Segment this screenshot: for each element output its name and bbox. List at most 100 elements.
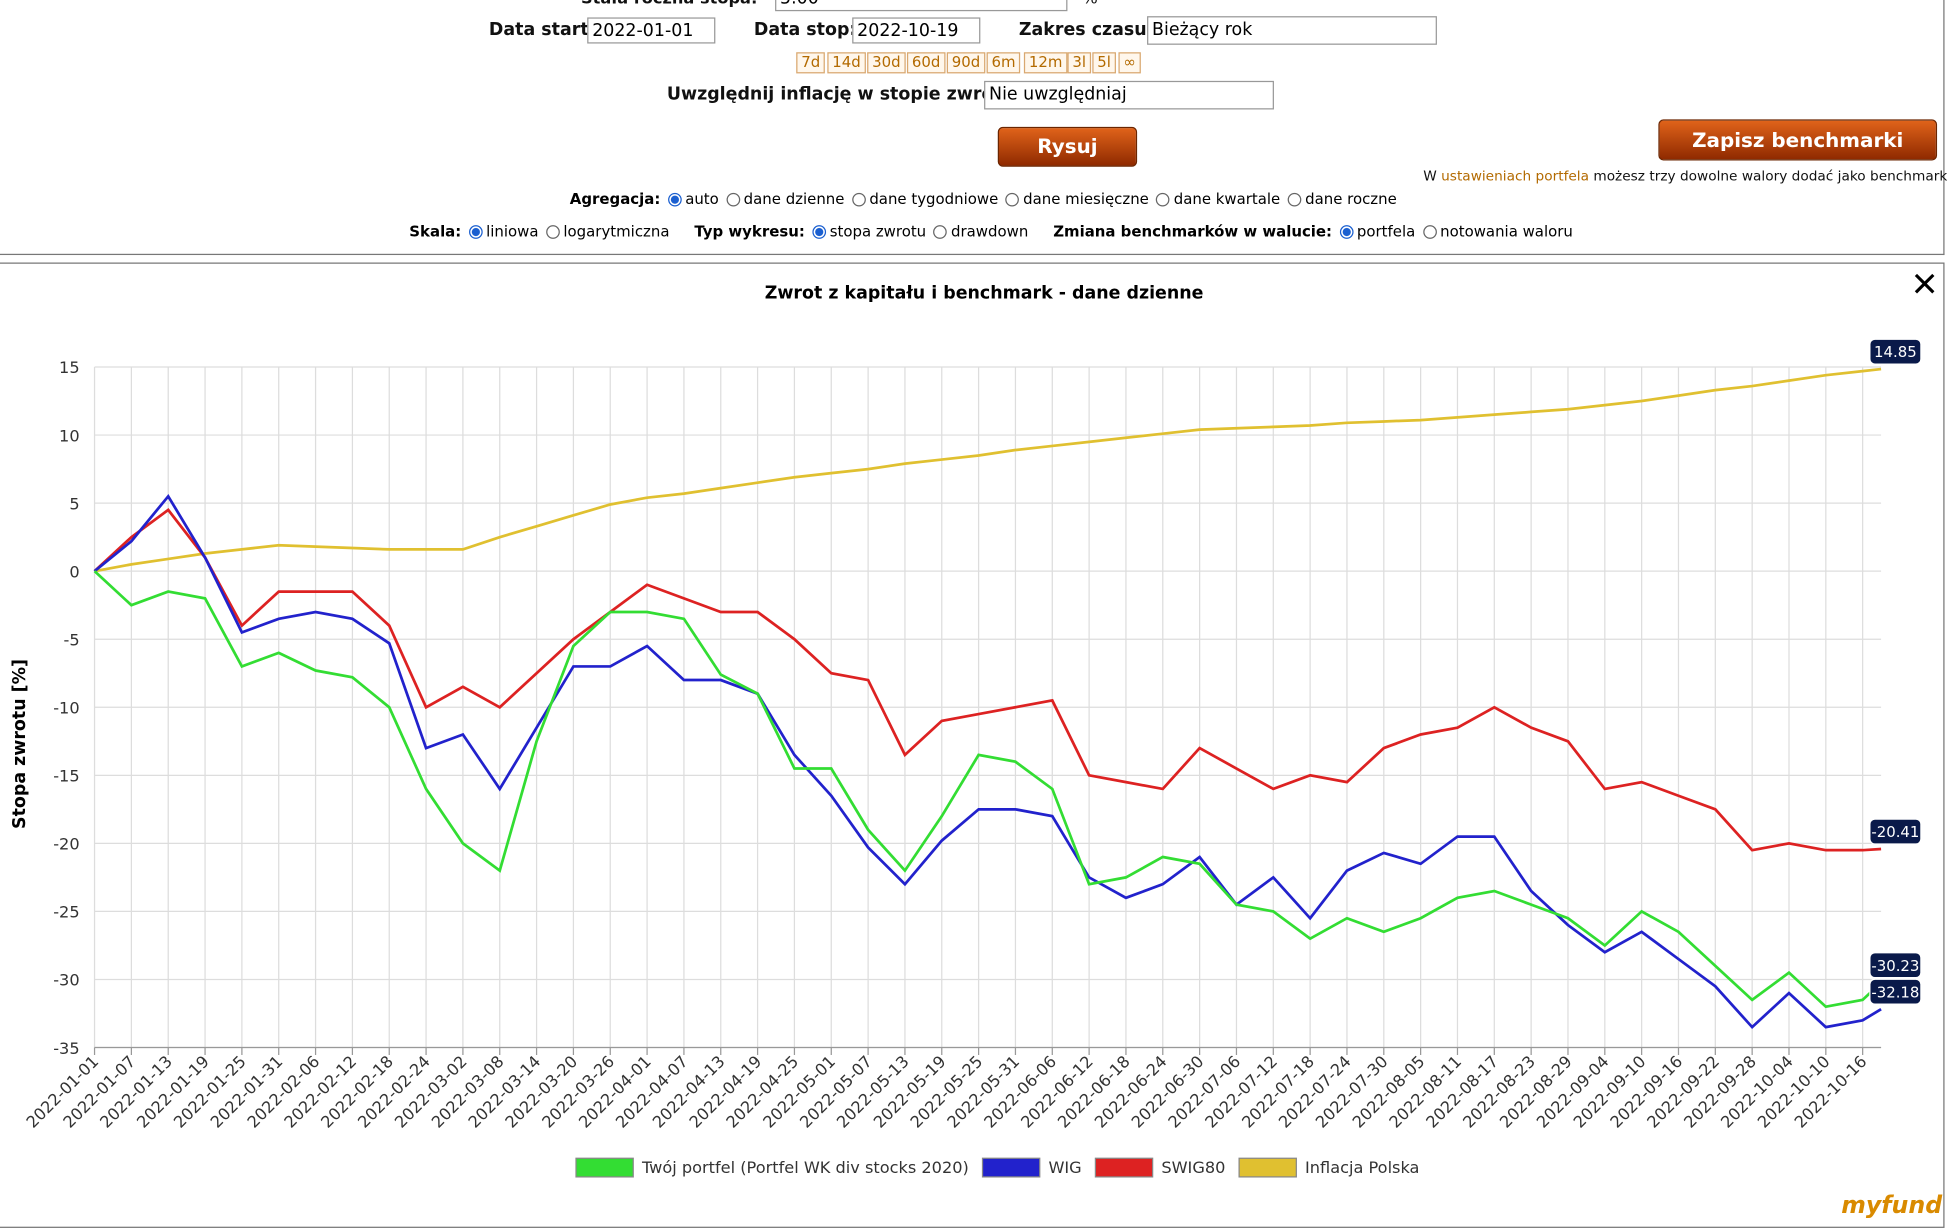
radio-group: Zmiana benchmarków w walucie: portfela not… (1053, 223, 1573, 240)
y-tick-label: -20 (53, 835, 79, 854)
note: W ustawieniach portfela możesz trzy dowo… (1423, 168, 1947, 184)
y-tick-label: -5 (64, 630, 80, 649)
start-label: Data start: (488, 19, 596, 40)
radio-label[interactable]: auto (685, 190, 719, 208)
radio-label[interactable]: dane roczne (1305, 190, 1397, 208)
quick-button[interactable]: 90d (946, 52, 986, 74)
y-tick-label: 0 (69, 562, 79, 581)
quick-button[interactable]: 7d (796, 52, 826, 74)
radio[interactable] (933, 225, 948, 239)
range-select[interactable]: Bieżący rok (1147, 16, 1437, 45)
series-line (93, 570, 1883, 1009)
radio[interactable] (812, 225, 826, 239)
radio[interactable] (1422, 225, 1437, 239)
y-axis-title: Stopa zwrotu [%] (10, 659, 30, 829)
y-tick-label: 5 (69, 494, 79, 513)
radio-label[interactable]: drawdown (951, 222, 1029, 241)
legend-swatch (981, 1157, 1041, 1178)
chart-title: Zwrot z kapitału i benchmark - dane dzie… (765, 284, 1204, 304)
group-label: Skala: (409, 222, 462, 241)
legend-label: Inflacja Polska (1305, 1158, 1419, 1177)
fixed-rate-unit: % (1082, 0, 1097, 9)
radio[interactable] (1005, 192, 1020, 207)
end-label: -32.18 (1871, 983, 1919, 1001)
y-tick-label: -15 (53, 767, 79, 786)
stop-input[interactable]: 2022-10-19 (852, 17, 981, 44)
aggregation-row: Agregacja: auto dane dzienne dane tygodniow… (570, 190, 1397, 207)
end-label-box (1869, 952, 1922, 979)
legend-label: SWIG80 (1161, 1158, 1225, 1177)
inflation-select[interactable]: Nie uwzględniaj (984, 80, 1274, 110)
radio-label[interactable]: dane kwartale (1173, 190, 1281, 208)
radio-label[interactable]: stopa zwrotu (829, 222, 927, 241)
range-label: Zakres czasu: (1018, 19, 1154, 40)
quick-button[interactable]: 5l (1092, 52, 1116, 74)
end-label-box (1869, 338, 1922, 365)
form-panel (0, 0, 1945, 256)
note-text: W (1423, 167, 1442, 185)
radio[interactable] (726, 192, 740, 207)
legend-swatch (1094, 1157, 1154, 1178)
quick-button[interactable]: 30d (867, 52, 906, 74)
y-tick-label: 15 (59, 358, 80, 377)
end-label-box (1869, 978, 1922, 1005)
y-tick-label: -35 (53, 1039, 79, 1058)
radio-label[interactable]: notowania waloru (1440, 222, 1573, 241)
radio-label[interactable]: dane dzienne (743, 190, 845, 208)
draw-button[interactable]: Rysuj (997, 126, 1138, 167)
quick-button[interactable]: ∞ (1118, 52, 1141, 74)
expand-icon[interactable] (1914, 273, 1935, 294)
series-line (94, 367, 1882, 573)
end-label: -20.41 (1871, 823, 1919, 841)
radio[interactable] (851, 192, 866, 207)
y-tick-label: 10 (59, 426, 80, 445)
y-tick-label: -25 (53, 903, 79, 922)
radio[interactable] (1156, 192, 1171, 207)
radio-label[interactable]: logarytmiczna (563, 222, 670, 241)
radio-label[interactable]: liniowa (486, 222, 539, 241)
quick-button[interactable]: 60d (906, 52, 946, 74)
radio[interactable] (1339, 225, 1354, 239)
chart-panel (0, 262, 1945, 1228)
quick-button[interactable]: 14d (827, 52, 866, 74)
end-label: 14.85 (1874, 343, 1917, 361)
end-label: -30.23 (1871, 957, 1919, 975)
legend-swatch (575, 1157, 634, 1178)
quick-button[interactable]: 3l (1067, 52, 1092, 74)
note-link[interactable]: ustawieniach portfela (1441, 167, 1590, 185)
legend-label: Twój portfel (Portfel WK div stocks 2020… (641, 1158, 969, 1177)
logo: myfund (1841, 1191, 1943, 1219)
start-input[interactable]: 2022-01-01 (587, 17, 716, 44)
inflation-label: Uwzględnij inflację w stopie zwrotu: (666, 84, 1022, 105)
radio-label[interactable]: portfela (1356, 222, 1416, 241)
fixed-rate-label: Stała roczna stopa: (581, 0, 757, 9)
y-tick-label: -30 (53, 971, 79, 990)
grid (93, 366, 1882, 1049)
options-row: Skala: liniowa logarytmiczna Typ wykresu: st… (409, 223, 1573, 240)
end-label-box (1869, 818, 1922, 845)
save-button[interactable]: Zapisz benchmarki (1658, 119, 1938, 161)
radio-group: Typ wykresu: stopa zwrotu drawdown (694, 223, 1028, 240)
radio[interactable] (1287, 192, 1302, 207)
series-line (93, 508, 1882, 852)
quick-button[interactable]: 6m (986, 52, 1021, 74)
stop-label: Data stop: (753, 19, 857, 40)
radio-label[interactable]: dane miesięczne (1023, 190, 1149, 208)
group-label: Zmiana benchmarków w walucie: (1053, 222, 1333, 241)
group-label: Agregacja: (569, 190, 661, 208)
quick-button[interactable]: 12m (1023, 52, 1068, 74)
legend-swatch (1238, 1157, 1297, 1178)
legend-label: WIG (1048, 1158, 1081, 1177)
group-label: Typ wykresu: (694, 222, 805, 241)
radio[interactable] (667, 192, 682, 207)
radio[interactable] (468, 225, 483, 239)
radio-label[interactable]: dane tygodniowe (869, 190, 999, 208)
note-text: możesz trzy dowolne walory dodać jako be… (1589, 167, 1947, 185)
radio-group: Skala: liniowa logarytmiczna (409, 223, 669, 240)
radio-group: Agregacja: auto dane dzienne dane tygodniow… (570, 190, 1397, 207)
fixed-rate-input[interactable]: 5.00 (775, 0, 1068, 12)
radio[interactable] (545, 225, 560, 239)
